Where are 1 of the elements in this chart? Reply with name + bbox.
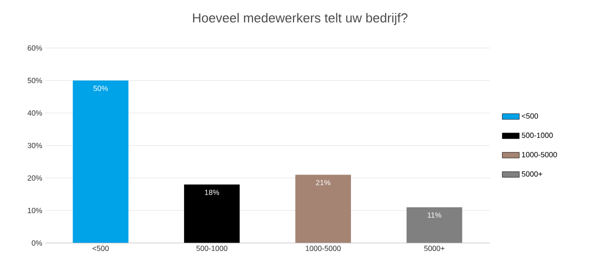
chart-title: Hoeveel medewerkers telt uw bedrijf? <box>193 12 408 26</box>
